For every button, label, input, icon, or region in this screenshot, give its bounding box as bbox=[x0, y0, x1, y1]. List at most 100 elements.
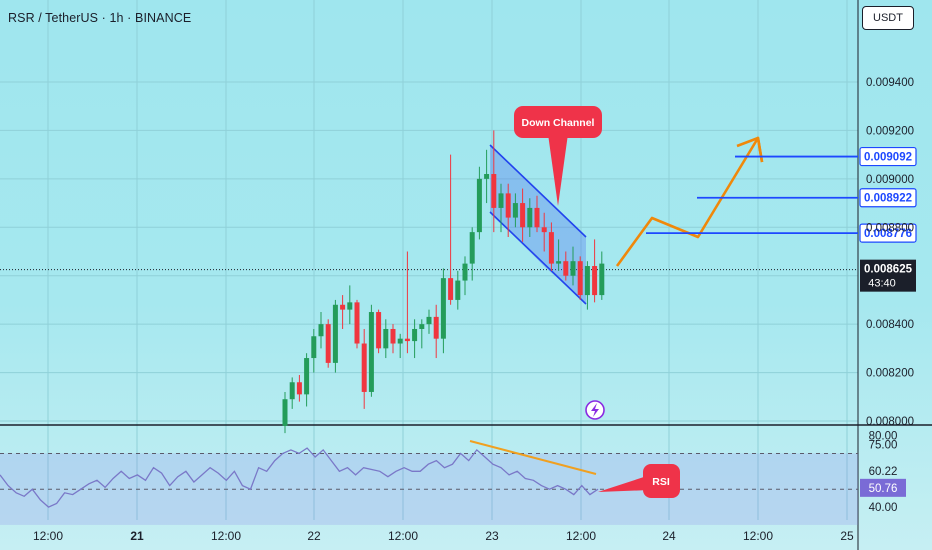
rsi-current-label: 50.76 bbox=[869, 483, 898, 495]
candle-body bbox=[548, 232, 554, 264]
rsi-tick-label: 80.00 bbox=[869, 431, 898, 443]
candle-body bbox=[512, 203, 518, 218]
candle-body bbox=[376, 312, 382, 349]
candle-body bbox=[484, 174, 490, 179]
time-tick-label: 12:00 bbox=[566, 529, 596, 543]
candle-body bbox=[556, 261, 562, 264]
time-tick-label: 22 bbox=[307, 529, 321, 543]
rsi-tick-label: 40.00 bbox=[869, 502, 898, 514]
currency-button[interactable]: USDT bbox=[862, 6, 914, 30]
candle-body bbox=[462, 263, 468, 281]
price-tick-label: 0.009400 bbox=[866, 77, 914, 89]
candle-body bbox=[304, 358, 310, 395]
last-price-badge bbox=[860, 259, 916, 292]
candle-body bbox=[383, 328, 389, 349]
candle-body bbox=[476, 178, 482, 233]
callout-pointer bbox=[548, 134, 568, 206]
candle-body bbox=[570, 261, 576, 276]
lightning-icon-glyph bbox=[591, 403, 599, 417]
time-tick-label: 21 bbox=[130, 529, 144, 543]
rsi-callout-box bbox=[643, 464, 680, 498]
candle-body bbox=[332, 304, 338, 363]
candle-body bbox=[455, 280, 461, 300]
time-tick-label: 23 bbox=[485, 529, 499, 543]
rsi-current-badge bbox=[860, 478, 906, 497]
price-levels: 0.009092 0.008922 0.008776 bbox=[646, 146, 917, 243]
candle-body bbox=[289, 382, 295, 400]
candle-body bbox=[491, 174, 497, 208]
candle-body bbox=[296, 382, 302, 395]
level-label-box bbox=[859, 223, 917, 243]
candle-body bbox=[361, 343, 367, 392]
candle-body bbox=[592, 266, 598, 296]
level-label-box bbox=[859, 146, 917, 167]
rsi-tick-label: 75.00 bbox=[869, 440, 898, 452]
price-tick-label: 0.008800 bbox=[866, 222, 914, 234]
price-tick-label: 0.008400 bbox=[866, 319, 914, 331]
down-channel-label: Down Channel bbox=[522, 117, 595, 129]
candle-body bbox=[505, 193, 511, 218]
candle-body bbox=[368, 312, 374, 392]
candle-body bbox=[469, 232, 475, 264]
level-label: 0.008922 bbox=[864, 193, 912, 205]
rsi-label: RSI bbox=[652, 476, 670, 488]
rsi-callout-pointer bbox=[598, 475, 650, 492]
candle-body bbox=[520, 203, 526, 228]
time-tick-label: 12:00 bbox=[33, 529, 63, 543]
time-axis: 12:00 21 12:00 22 12:00 23 12:00 24 12:00 25 bbox=[33, 529, 854, 543]
candle-body bbox=[577, 261, 583, 296]
price-tick-label: 0.009200 bbox=[866, 125, 914, 137]
candle-body bbox=[340, 304, 346, 310]
candle-body bbox=[347, 302, 353, 310]
candle-body bbox=[426, 316, 432, 325]
candle-body bbox=[534, 207, 540, 228]
level-label: 0.009092 bbox=[864, 152, 912, 164]
time-tick-label: 24 bbox=[662, 529, 676, 543]
price-axis: 0.009400 0.009200 0.009000 0.008800 0.008400… bbox=[860, 77, 916, 428]
candle-body bbox=[397, 338, 403, 344]
candle-body bbox=[440, 278, 446, 339]
annotations: Down Channel RSI bbox=[514, 106, 680, 498]
callout-box bbox=[514, 106, 602, 138]
time-tick-label: 12:00 bbox=[388, 529, 418, 543]
channel-upper-line bbox=[489, 144, 587, 238]
candle-body bbox=[318, 324, 324, 337]
candles bbox=[282, 130, 605, 434]
candle-body bbox=[282, 399, 288, 426]
candle-body bbox=[563, 261, 569, 276]
candle-body bbox=[325, 324, 331, 363]
level-label: 0.008776 bbox=[864, 228, 912, 240]
projection-arrow bbox=[615, 136, 764, 267]
countdown-label: 43:40 bbox=[868, 278, 896, 290]
candle-body bbox=[404, 338, 410, 342]
candle-body bbox=[311, 336, 317, 359]
rsi-tick-label: 60.22 bbox=[869, 466, 898, 478]
price-tick-label: 0.008200 bbox=[866, 368, 914, 380]
candle-body bbox=[527, 207, 533, 228]
last-price-label: 0.008625 bbox=[864, 264, 913, 276]
candle-body bbox=[354, 302, 360, 344]
price-tick-label: 0.009000 bbox=[866, 174, 914, 186]
candle-body bbox=[599, 263, 605, 296]
candle-body bbox=[448, 278, 454, 300]
candle-body bbox=[541, 227, 547, 233]
price-tick-label: 0.008000 bbox=[866, 416, 914, 428]
candle-body bbox=[584, 266, 590, 296]
candle-body bbox=[498, 193, 504, 208]
time-tick-label: 25 bbox=[840, 529, 854, 543]
channel-lower-line bbox=[489, 211, 587, 305]
rsi-divergence-line bbox=[469, 440, 597, 475]
level-label-box bbox=[859, 188, 917, 208]
candle-body bbox=[433, 316, 439, 339]
time-tick-label: 12:00 bbox=[211, 529, 241, 543]
candle-body bbox=[412, 328, 418, 342]
candle-body bbox=[390, 328, 396, 344]
time-tick-label: 12:00 bbox=[743, 529, 773, 543]
projection-arrowhead bbox=[736, 136, 764, 163]
symbol-title: RSR / TetherUS · 1h · BINANCE bbox=[8, 11, 192, 25]
rsi-line bbox=[0, 447, 599, 508]
